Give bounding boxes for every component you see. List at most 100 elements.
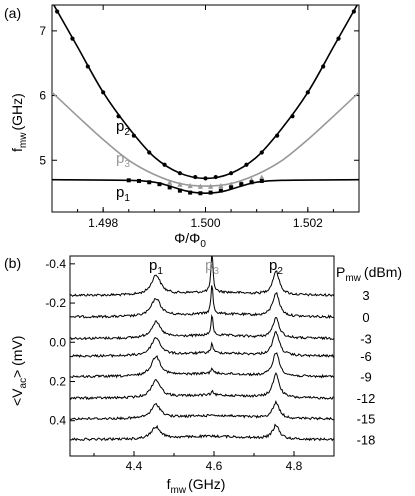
b-trace-2 [70, 314, 334, 341]
power-label: -9 [360, 370, 372, 385]
panel-a-y-label: fmw(GHz) [9, 93, 29, 152]
b-trace-3 [70, 330, 334, 359]
b-plot-area [70, 256, 334, 442]
a-point-p1 [259, 178, 264, 183]
label-p2: p2 [116, 118, 130, 138]
a-point-p2 [203, 176, 208, 181]
panel-b-power-labels: 3 0 -3 -6 -9 -12 -15 -18 [357, 288, 376, 447]
b-trace-5 [70, 372, 334, 401]
a-point-p3 [259, 174, 265, 180]
a-point-p1 [167, 185, 172, 190]
panel-a-series [52, 5, 359, 196]
panel-b-x-ticks: 4.4 4.6 4.8 [93, 451, 335, 473]
a-ytick-label: 6 [39, 89, 46, 103]
a-point-p1 [218, 188, 223, 193]
a-point-p1 [126, 178, 131, 183]
a-point-p3 [167, 179, 173, 185]
panel-a: (a) 1.498 1.500 1.502 5 6 7 Φ/Φ0 fmw(GHz) p2… [4, 4, 360, 250]
panel-a-x-label: Φ/Φ0 [174, 230, 206, 250]
b-trace-7 [70, 423, 334, 442]
a-point-p2 [228, 171, 234, 176]
a-point-p2 [193, 174, 198, 180]
power-legend-title: Pmw (dBm) [336, 264, 402, 284]
a-point-p2 [275, 133, 280, 138]
b-xtick-label: 4.4 [126, 459, 143, 473]
a-point-p3 [187, 182, 193, 189]
a-ytick-label: 7 [39, 24, 46, 38]
panel-a-frame [51, 4, 360, 213]
a-point-p2 [70, 36, 75, 41]
a-point-p2 [351, 9, 356, 14]
panel-b: (b) 4.4 4.6 4.8 -0.4 -0.2 0.0 0.2 0.4 p1 p3 p2 3… [4, 255, 402, 496]
power-label: 3 [362, 288, 369, 303]
a-point-p2 [244, 162, 249, 167]
a-point-p2 [131, 133, 136, 138]
b-trace-0 [70, 256, 334, 298]
a-point-p1 [239, 182, 244, 187]
peak-label: p3 [205, 257, 219, 277]
b-xtick-label: 4.6 [206, 459, 223, 473]
a-point-p2 [213, 174, 218, 180]
a-point-p2 [101, 90, 106, 95]
a-point-p2 [321, 64, 326, 69]
a-point-p2 [305, 90, 310, 95]
a-point-p2 [85, 64, 90, 69]
panel-b-y-ticks: -0.4 -0.2 0.0 0.2 0.4 [45, 257, 75, 428]
a-xtick-label: 1.498 [88, 216, 118, 230]
a-point-p1 [157, 182, 162, 187]
panel-b-label: (b) [4, 255, 21, 271]
power-label: -15 [357, 412, 376, 427]
panel-b-y-label: <Vac> (mV) [9, 336, 29, 406]
a-point-p1 [198, 191, 203, 196]
a-point-p2 [162, 162, 167, 167]
b-trace-4 [70, 352, 334, 379]
a-point-p1 [229, 185, 234, 190]
b-trace-6 [70, 400, 334, 421]
power-label: -12 [357, 391, 376, 406]
a-point-p2 [259, 150, 264, 155]
a-point-p3 [208, 183, 214, 189]
a-point-p1 [208, 190, 213, 195]
a-point-p3 [218, 182, 224, 189]
a-ytick-label: 5 [39, 153, 46, 167]
a-point-p1 [177, 188, 182, 193]
a-point-p2 [116, 114, 121, 119]
a-point-p2 [336, 36, 341, 41]
panel-a-y-ticks: 5 6 7 [39, 24, 359, 167]
peak-label: p2 [269, 257, 283, 277]
a-point-p3 [177, 181, 183, 187]
a-series-line-1 [52, 91, 359, 187]
b-xtick-label: 4.8 [286, 459, 303, 473]
a-xtick-label: 1.500 [190, 216, 220, 230]
b-ytick-label: 0.4 [49, 414, 66, 428]
panel-b-frame [69, 255, 335, 457]
label-p1: p1 [116, 184, 130, 204]
b-trace-1 [70, 285, 334, 319]
b-ytick-label: 0.0 [49, 335, 66, 349]
power-label: -18 [357, 432, 376, 447]
panel-a-x-ticks: 1.498 1.500 1.502 [51, 5, 360, 230]
power-label: -3 [360, 331, 372, 346]
b-ytick-label: 0.2 [49, 374, 66, 388]
b-ytick-label: -0.2 [45, 296, 66, 310]
a-point-p1 [188, 190, 193, 195]
a-point-p3 [197, 183, 203, 189]
a-series-line-0 [52, 5, 359, 180]
a-series-line-2 [52, 178, 359, 195]
panel-b-peak-labels: p1 p3 p2 [149, 257, 283, 277]
a-plot-area [52, 5, 359, 196]
a-point-p1 [249, 180, 254, 185]
a-xtick-label: 1.502 [293, 216, 323, 230]
power-label: -6 [360, 349, 372, 364]
peak-label: p1 [149, 257, 163, 277]
a-point-p2 [55, 9, 60, 14]
panel-b-x-label: fmw (GHz) [167, 476, 226, 496]
power-label: 0 [362, 310, 369, 325]
a-point-p1 [147, 180, 152, 185]
panel-a-label: (a) [4, 5, 21, 21]
label-p3: p3 [116, 150, 130, 170]
panel-b-series [70, 256, 334, 442]
a-point-p2 [177, 171, 183, 176]
a-point-p1 [136, 178, 141, 183]
